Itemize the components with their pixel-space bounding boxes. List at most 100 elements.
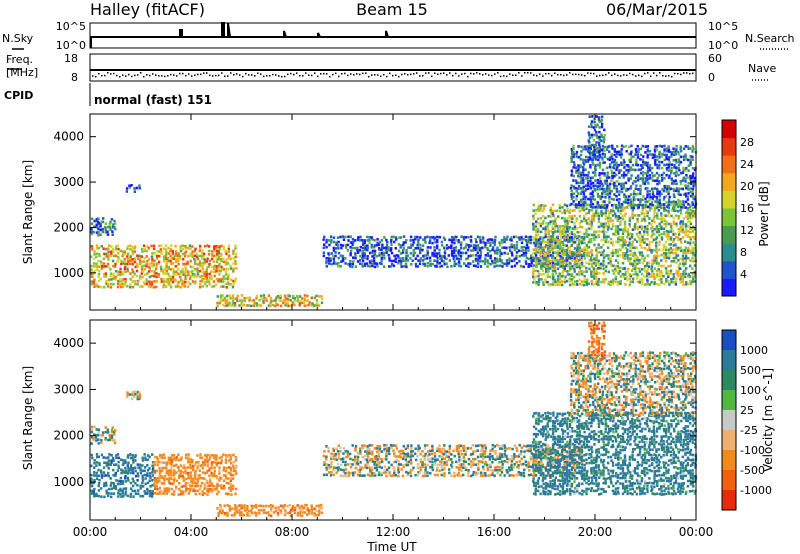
data-cell	[187, 456, 190, 459]
nave-dot	[509, 73, 511, 75]
data-cell	[578, 225, 582, 229]
data-cell	[254, 504, 258, 507]
data-cell	[609, 217, 612, 220]
data-cell	[577, 172, 581, 175]
data-cell	[210, 253, 214, 256]
data-cell	[383, 246, 386, 250]
data-cell	[646, 214, 649, 218]
data-cell	[218, 247, 221, 251]
data-cell	[200, 481, 204, 485]
data-cell	[643, 259, 646, 262]
data-cell	[169, 277, 172, 281]
data-cell	[399, 246, 402, 249]
data-cell	[392, 264, 396, 268]
colorbar-tick-label: 4	[740, 268, 747, 281]
data-cell	[293, 508, 297, 512]
data-cell	[111, 426, 114, 429]
data-cell	[275, 296, 278, 300]
data-cell	[498, 249, 501, 252]
data-cell	[558, 227, 562, 231]
data-cell	[559, 233, 562, 236]
data-cell	[206, 493, 209, 496]
data-cell	[633, 227, 637, 231]
data-cell	[329, 241, 333, 244]
data-cell	[664, 222, 668, 226]
data-cell	[593, 214, 596, 217]
data-cell	[124, 474, 127, 478]
data-cell	[141, 250, 144, 253]
data-cell	[534, 262, 537, 265]
data-cell	[181, 270, 184, 273]
data-cell	[594, 168, 597, 171]
data-cell	[172, 267, 175, 271]
data-cell	[141, 285, 144, 288]
data-cell	[114, 269, 118, 273]
data-cell	[131, 477, 134, 481]
data-cell	[196, 474, 200, 477]
data-cell	[131, 268, 134, 271]
data-cell	[684, 211, 688, 215]
data-cell	[624, 246, 628, 250]
data-cell	[595, 147, 599, 150]
data-cell	[640, 257, 644, 260]
data-cell	[601, 192, 604, 195]
data-cell	[599, 264, 603, 268]
data-cell	[306, 507, 309, 510]
data-cell	[639, 177, 642, 180]
data-cell	[692, 214, 695, 217]
data-cell	[246, 304, 249, 307]
data-cell	[109, 282, 113, 286]
data-cell	[158, 460, 161, 464]
nsky-label: N.Sky	[2, 32, 34, 45]
data-cell	[503, 251, 506, 255]
data-cell	[220, 259, 223, 263]
nave-dot	[137, 74, 139, 76]
data-cell	[231, 294, 235, 297]
data-cell	[663, 254, 666, 257]
data-cell	[143, 490, 146, 493]
data-cell	[239, 299, 242, 302]
data-cell	[593, 123, 597, 127]
data-cell	[337, 261, 340, 265]
data-cell	[537, 238, 540, 242]
data-cell	[453, 235, 456, 239]
data-cell	[111, 226, 114, 229]
data-cell	[653, 209, 656, 213]
data-cell	[228, 301, 231, 305]
data-cell	[194, 461, 198, 464]
data-cell	[177, 458, 181, 462]
data-cell	[549, 264, 552, 267]
data-cell	[211, 489, 214, 493]
data-cell	[227, 482, 231, 485]
nave-dot	[488, 74, 490, 76]
data-cell	[208, 487, 211, 491]
data-cell	[587, 282, 591, 286]
data-cell	[165, 489, 168, 493]
data-cell	[577, 174, 580, 178]
data-cell	[602, 264, 605, 267]
data-cell	[674, 256, 678, 260]
data-cell	[568, 203, 572, 207]
data-cell	[614, 216, 618, 220]
data-cell	[619, 280, 622, 283]
data-cell	[340, 260, 343, 263]
data-cell	[155, 285, 158, 289]
data-cell	[450, 265, 453, 268]
data-cell	[153, 469, 157, 473]
data-cell	[638, 270, 641, 273]
data-cell	[513, 257, 516, 261]
data-cell	[95, 244, 99, 247]
data-cell	[157, 272, 160, 276]
data-cell	[629, 187, 632, 190]
data-cell	[693, 280, 697, 283]
data-cell	[407, 246, 410, 249]
data-cell	[605, 176, 609, 180]
data-cell	[592, 219, 595, 222]
data-cell	[595, 214, 598, 217]
data-cell	[486, 238, 489, 242]
nave-dot	[668, 75, 670, 77]
data-cell	[283, 513, 287, 517]
data-cell	[604, 278, 607, 281]
data-cell	[561, 252, 564, 255]
data-cell	[570, 236, 573, 239]
